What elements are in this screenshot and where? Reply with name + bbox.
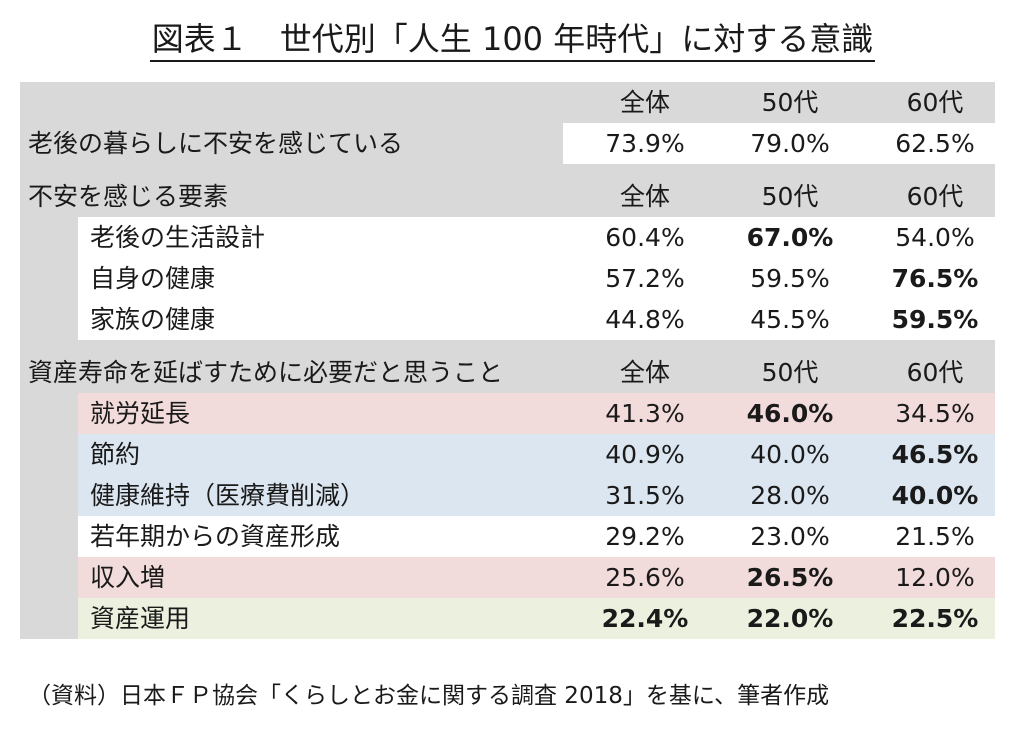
value-50s: 46.0% — [746, 399, 834, 428]
value-all: 29.2% — [605, 522, 685, 551]
title-text: 図表１ 世代別「人生 100 年時代」に対する意識 — [149, 20, 876, 62]
table-row: 資産運用 22.4% 22.0% 22.5% — [20, 598, 995, 639]
table-row: 収入増 25.6% 26.5% 12.0% — [20, 557, 995, 598]
section-divider — [20, 164, 995, 176]
value-60s: 46.5% — [891, 440, 979, 469]
row-label: 家族の健康 — [90, 305, 216, 334]
row-label: 節約 — [90, 440, 141, 469]
row-label: 収入増 — [90, 563, 166, 592]
table-row: 就労延長 41.3% 46.0% 34.5% — [20, 393, 995, 434]
value-all: 73.9% — [605, 129, 685, 158]
value-50s: 28.0% — [750, 481, 830, 510]
col-header-60s: 60代 — [906, 88, 964, 117]
value-50s: 22.0% — [746, 604, 834, 633]
value-60s: 62.5% — [895, 129, 975, 158]
section1-header-row: 全体 50代 60代 — [20, 82, 995, 123]
row-label: 若年期からの資産形成 — [90, 522, 341, 551]
value-50s: 67.0% — [746, 223, 834, 252]
value-60s: 54.0% — [895, 223, 975, 252]
value-all: 44.8% — [605, 305, 685, 334]
row-label: 老後の暮らしに不安を感じている — [28, 129, 404, 158]
col-header-all: 全体 — [619, 358, 670, 387]
value-50s: 59.5% — [750, 264, 830, 293]
table-row: 節約 40.9% 40.0% 46.5% — [20, 434, 995, 475]
col-header-50s: 50代 — [761, 182, 819, 211]
value-60s: 59.5% — [891, 305, 979, 334]
value-60s: 21.5% — [895, 522, 975, 551]
table-row: 家族の健康 44.8% 45.5% 59.5% — [20, 299, 995, 340]
col-header-60s: 60代 — [906, 358, 964, 387]
row-label: 老後の生活設計 — [90, 223, 266, 252]
row-label: 資産運用 — [90, 604, 191, 633]
table-row: 若年期からの資産形成 29.2% 23.0% 21.5% — [20, 516, 995, 557]
table-row: 老後の生活設計 60.4% 67.0% 54.0% — [20, 217, 995, 258]
table-row: 自身の健康 57.2% 59.5% 76.5% — [20, 258, 995, 299]
value-60s: 22.5% — [891, 604, 979, 633]
value-50s: 79.0% — [750, 129, 830, 158]
value-60s: 76.5% — [891, 264, 979, 293]
section1-row: 老後の暮らしに不安を感じている 73.9% 79.0% 62.5% — [20, 123, 995, 164]
value-all: 57.2% — [605, 264, 685, 293]
table-row: 健康維持（医療費削減） 31.5% 28.0% 40.0% — [20, 475, 995, 516]
value-50s: 26.5% — [746, 563, 834, 592]
section2-header-row: 不安を感じる要素 全体 50代 60代 — [20, 176, 995, 217]
col-header-all: 全体 — [619, 88, 670, 117]
value-all: 60.4% — [605, 223, 685, 252]
section2-heading: 不安を感じる要素 — [28, 182, 229, 211]
value-60s: 34.5% — [895, 399, 975, 428]
value-all: 22.4% — [601, 604, 689, 633]
section3-heading: 資産寿命を延ばすために必要だと思うこと — [28, 358, 504, 387]
source-note: （資料）日本ＦＰ協会「くらしとお金に関する調査 2018」を基に、筆者作成 — [28, 683, 830, 709]
col-header-all: 全体 — [619, 182, 670, 211]
value-50s: 23.0% — [750, 522, 830, 551]
survey-table: 全体 50代 60代 老後の暮らしに不安を感じている 73.9% 79.0% 6… — [20, 82, 995, 639]
row-label: 自身の健康 — [90, 264, 216, 293]
row-label: 就労延長 — [90, 399, 191, 428]
value-50s: 40.0% — [750, 440, 830, 469]
value-all: 41.3% — [605, 399, 685, 428]
value-50s: 45.5% — [750, 305, 830, 334]
section3-header-row: 資産寿命を延ばすために必要だと思うこと 全体 50代 60代 — [20, 352, 995, 393]
value-60s: 40.0% — [891, 481, 979, 510]
value-60s: 12.0% — [895, 563, 975, 592]
value-all: 31.5% — [605, 481, 685, 510]
col-header-60s: 60代 — [906, 182, 964, 211]
page-title: 図表１ 世代別「人生 100 年時代」に対する意識 — [0, 14, 1025, 62]
col-header-50s: 50代 — [761, 88, 819, 117]
section-divider — [20, 340, 995, 352]
row-label: 健康維持（医療費削減） — [90, 481, 366, 510]
col-header-50s: 50代 — [761, 358, 819, 387]
value-all: 40.9% — [605, 440, 685, 469]
value-all: 25.6% — [605, 563, 685, 592]
